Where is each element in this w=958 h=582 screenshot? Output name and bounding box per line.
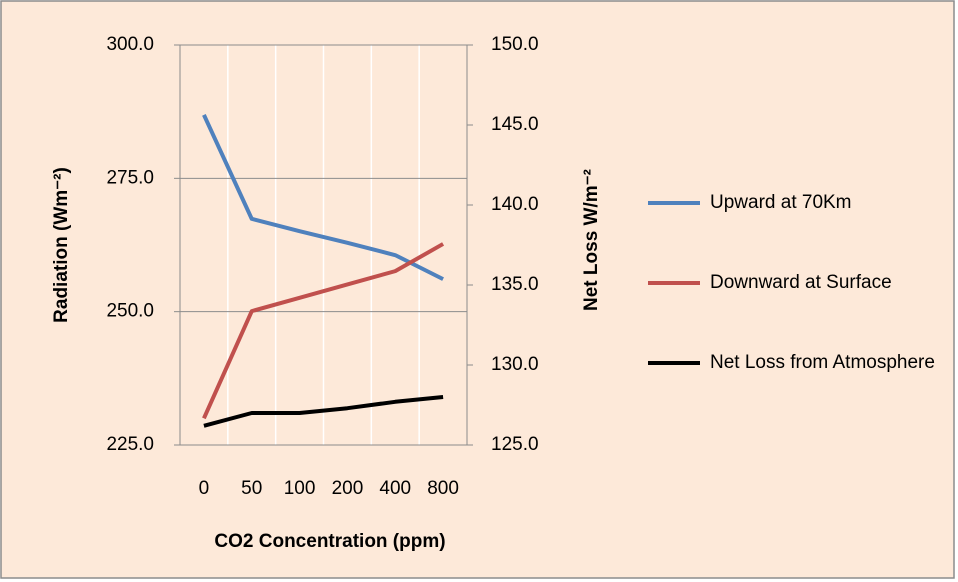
legend-swatch (648, 201, 700, 205)
series-line (203, 395, 444, 428)
y2-tick-label: 140.0 (491, 194, 539, 215)
legend-item: Downward at Surface (648, 270, 940, 296)
x-tick-label: 200 (332, 478, 364, 499)
y2-tick-label: 135.0 (491, 274, 539, 295)
legend-label: Downward at Surface (710, 272, 892, 293)
legend-item: Net Loss from Atmosphere (648, 350, 940, 376)
x-axis-title: CO2 Concentration (ppm) (214, 531, 445, 552)
y-tick-label: 250.0 (106, 301, 154, 322)
y-tick-label: 275.0 (106, 167, 154, 188)
legend-label: Net Loss from Atmosphere (710, 352, 935, 373)
y-tick-label: 225.0 (106, 434, 154, 455)
legend-item: Upward at 70Km (648, 190, 940, 216)
y-tick-label: 300.0 (106, 34, 154, 55)
x-tick-label: 50 (241, 478, 262, 499)
series-line (202, 242, 445, 420)
x-tick-label: 400 (379, 478, 411, 499)
y2-tick-label: 125.0 (491, 434, 539, 455)
series-line (202, 114, 444, 281)
y2-tick-label: 150.0 (491, 34, 539, 55)
legend-swatch (648, 361, 700, 365)
x-tick-label: 800 (427, 478, 459, 499)
y2-tick-label: 130.0 (491, 354, 539, 375)
x-tick-label: 0 (199, 478, 210, 499)
x-tick-label: 100 (284, 478, 316, 499)
y2-tick-label: 145.0 (491, 114, 539, 135)
y2-axis-title: Net Loss W/m⁻² (581, 169, 602, 311)
legend-swatch (648, 281, 700, 285)
y-axis-title: Radiation (Wm⁻²) (51, 167, 72, 323)
legend-label: Upward at 70Km (710, 192, 852, 213)
